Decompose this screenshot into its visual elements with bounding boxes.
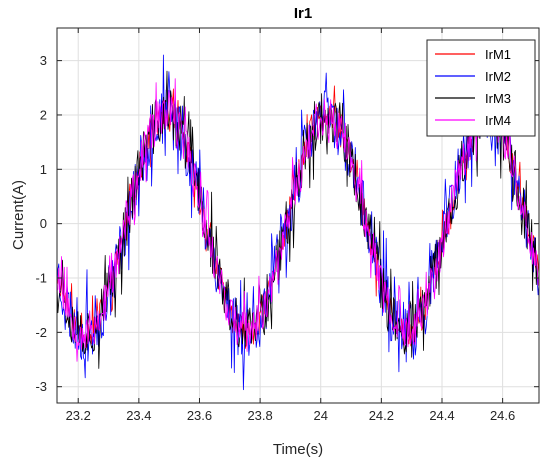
x-tick-label: 23.4: [126, 408, 151, 423]
legend-label-irm1: IrM1: [485, 47, 511, 62]
y-tick-label: -2: [35, 325, 47, 340]
x-tick-label: 23.8: [247, 408, 272, 423]
series-line-irm4: [57, 78, 539, 362]
legend-label-irm4: IrM4: [485, 113, 511, 128]
legend-label-irm3: IrM3: [485, 91, 511, 106]
y-tick-label: -1: [35, 271, 47, 286]
x-axis-ticks: 23.2 23.4 23.6 23.8 24 24.2 24.4 24.6: [66, 28, 515, 423]
legend: IrM1 IrM2 IrM3 IrM4: [426, 39, 536, 137]
y-tick-label: -3: [35, 379, 47, 394]
x-axis-label: Time(s): [273, 441, 323, 458]
x-tick-label: 24.2: [369, 408, 394, 423]
x-tick-label: 24.6: [490, 408, 515, 423]
legend-label-irm2: IrM2: [485, 69, 511, 84]
y-axis-label: Current(A): [10, 180, 27, 250]
y-tick-label: 2: [40, 107, 47, 122]
x-tick-label: 24.4: [429, 408, 454, 423]
y-tick-label: 0: [40, 216, 47, 231]
y-tick-label: 1: [40, 162, 47, 177]
plot-frame: [56, 27, 540, 404]
series-layer: [57, 54, 539, 391]
chart-title: Ir1: [294, 5, 312, 22]
x-tick-label: 24: [314, 408, 328, 423]
y-axis-ticks: -3 -2 -1 0 1 2 3: [35, 53, 539, 394]
x-tick-label: 23.2: [66, 408, 91, 423]
x-tick-label: 23.6: [187, 408, 212, 423]
y-tick-label: 3: [40, 53, 47, 68]
